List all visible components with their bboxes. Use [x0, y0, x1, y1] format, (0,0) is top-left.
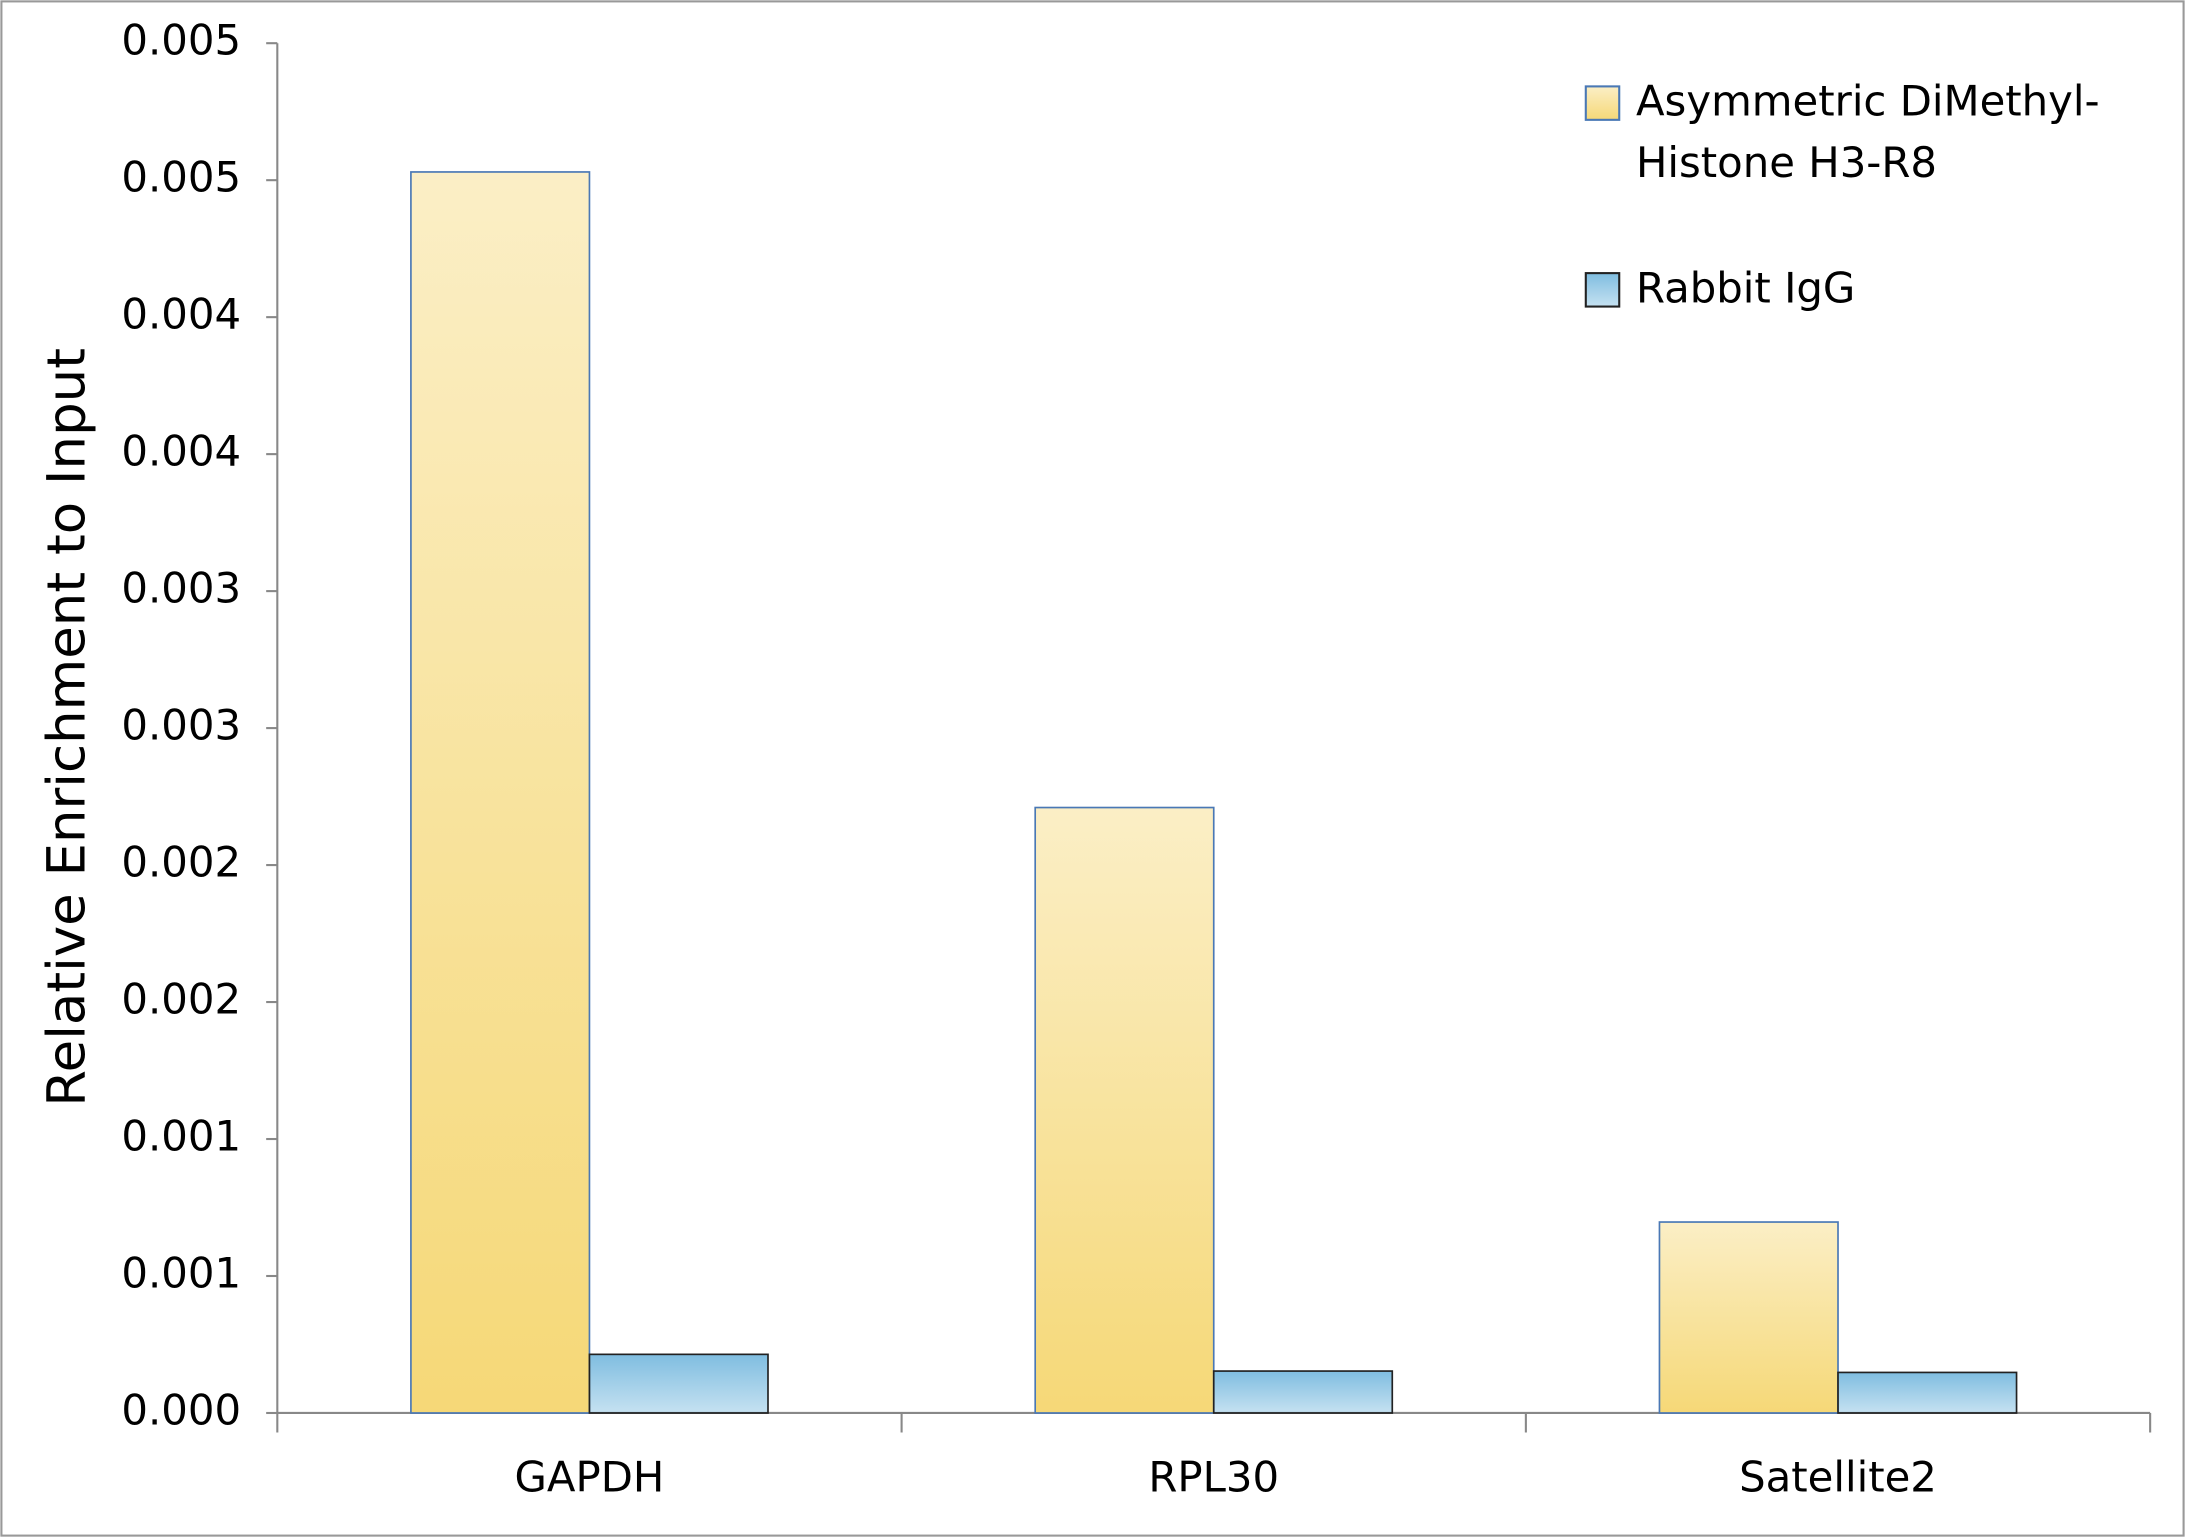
y-tick-label: 0.000 — [121, 1385, 241, 1434]
x-tick-label: Satellite2 — [1739, 1452, 1937, 1501]
y-axis-title: Relative Enrichment to Input — [36, 348, 97, 1107]
y-tick-label: 0.004 — [121, 427, 241, 476]
bar — [588, 1353, 769, 1414]
bar — [1034, 806, 1215, 1414]
bar — [1837, 1371, 2018, 1414]
x-tick-label: RPL30 — [1148, 1452, 1279, 1501]
legend-label: Rabbit IgG — [1635, 264, 1856, 314]
bar — [1212, 1370, 1394, 1414]
legend-swatch — [1584, 85, 1621, 121]
legend-swatch — [1584, 272, 1621, 308]
y-tick-label: 0.005 — [121, 16, 241, 65]
y-tick-label: 0.004 — [121, 290, 241, 339]
y-tick-label: 0.002 — [121, 838, 241, 887]
y-tick-label: 0.002 — [121, 975, 241, 1024]
y-tick-label: 0.005 — [121, 153, 241, 202]
x-tick-label: GAPDH — [515, 1452, 665, 1501]
y-tick-label: 0.001 — [121, 1249, 241, 1298]
y-tick-label: 0.003 — [121, 701, 241, 750]
y-tick-label: 0.001 — [121, 1112, 241, 1161]
legend-label: Asymmetric DiMethyl-Histone H3-R8 — [1635, 78, 2100, 189]
bar — [410, 171, 591, 1414]
bar — [1658, 1221, 1839, 1414]
y-tick-label: 0.003 — [121, 564, 241, 613]
